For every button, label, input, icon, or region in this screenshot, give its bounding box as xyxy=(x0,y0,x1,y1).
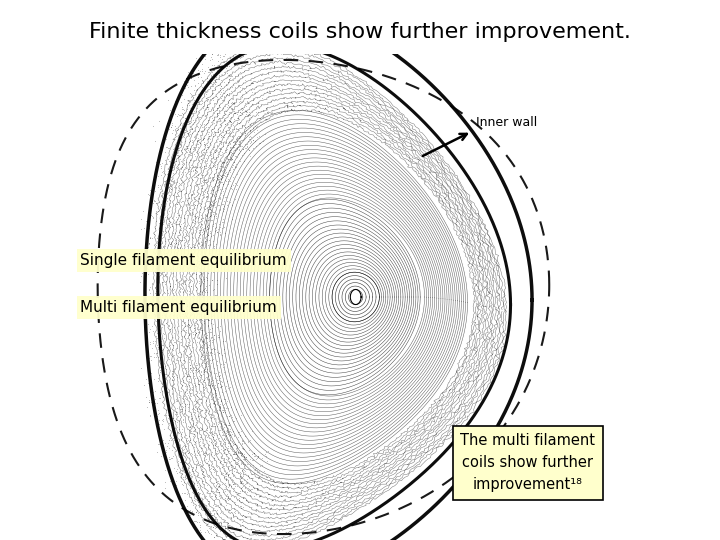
Text: Single filament equilibrium: Single filament equilibrium xyxy=(81,253,287,268)
Text: Inner wall: Inner wall xyxy=(476,116,537,129)
Text: The multi filament
coils show further
improvement¹⁸: The multi filament coils show further im… xyxy=(460,433,595,492)
Text: Multi filament equilibrium: Multi filament equilibrium xyxy=(81,300,277,315)
Polygon shape xyxy=(351,289,361,305)
Text: Finite thickness coils show further improvement.: Finite thickness coils show further impr… xyxy=(89,22,631,43)
